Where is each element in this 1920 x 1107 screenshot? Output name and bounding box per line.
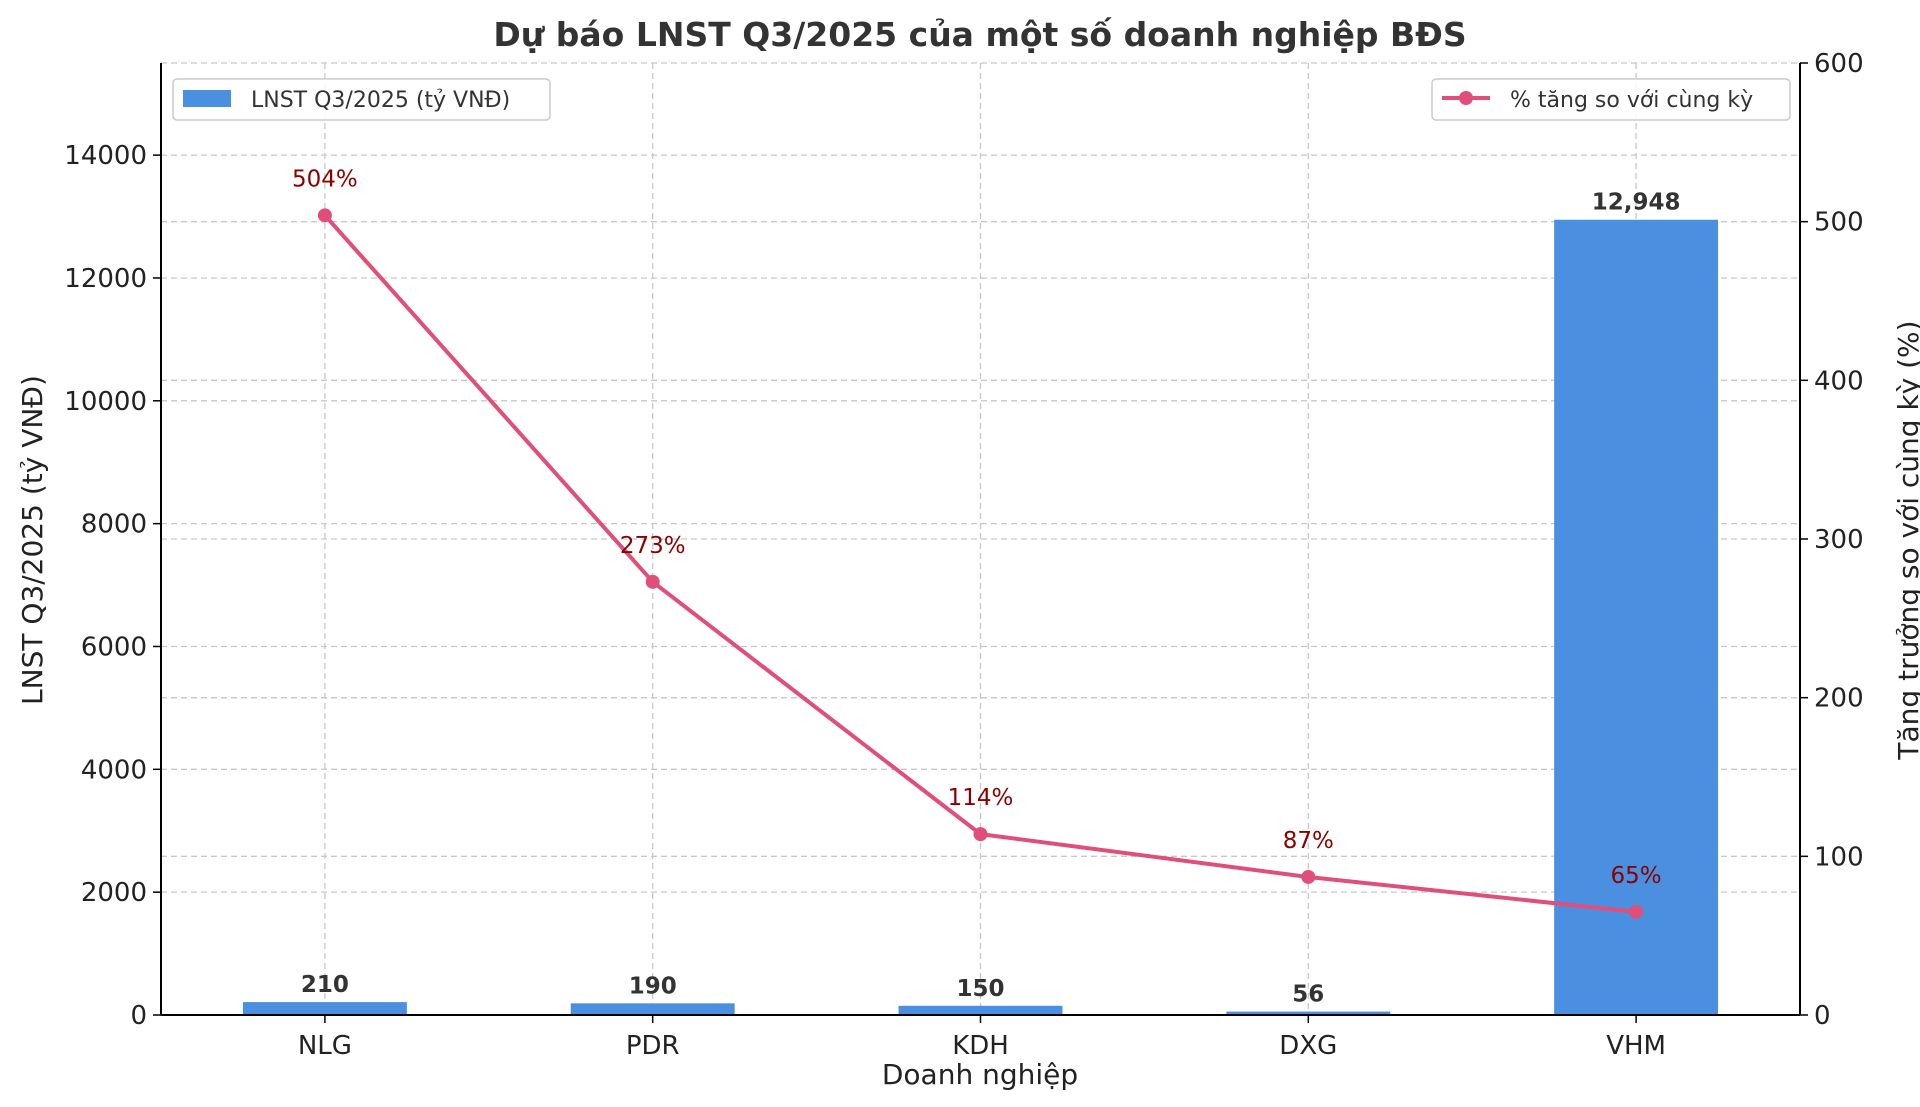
y2-tick-label: 500 xyxy=(1814,208,1864,238)
y2-tick-label: 600 xyxy=(1814,49,1864,79)
y2-tick-label: 300 xyxy=(1814,525,1864,555)
y2-axis-ticks: 0 100 200 300 400 500 600 xyxy=(1800,49,1864,1031)
y-tick-label: 2000 xyxy=(81,878,147,908)
bar-dxg xyxy=(1226,1011,1391,1015)
legend-line-frame xyxy=(1431,78,1791,121)
bar-label-dxg: 56 xyxy=(1292,982,1324,1008)
bar-labels: 210 190 150 56 12,948 xyxy=(301,190,1681,1008)
x-tick-label-nlg: NLG xyxy=(298,1031,352,1061)
legend-bar-label: LNST Q3/2025 (tỷ VNĐ) xyxy=(251,88,510,113)
line-point-dxg xyxy=(1301,869,1316,884)
legend-bar-swatch xyxy=(183,90,231,107)
y-axis-ticks: 0 2000 4000 6000 8000 10000 12000 14000 xyxy=(64,141,161,1031)
legend-bar: LNST Q3/2025 (tỷ VNĐ) xyxy=(172,78,551,121)
line-labels: 504% 273% 114% 87% 65% xyxy=(292,166,1662,889)
legend-line: % tăng so với cùng kỳ xyxy=(1431,78,1791,121)
y2-tick-label: 400 xyxy=(1814,366,1864,396)
y-tick-label: 4000 xyxy=(81,755,147,785)
bar-nlg xyxy=(242,1002,407,1015)
y2-tick-label: 200 xyxy=(1814,684,1864,714)
bar-series xyxy=(242,219,1719,1015)
line-label-pdr: 273% xyxy=(620,533,686,559)
y2-axis-label: Tăng trưởng so với cùng kỳ (%) xyxy=(1892,320,1920,760)
bar-label-pdr: 190 xyxy=(629,973,677,999)
y-tick-label: 8000 xyxy=(81,510,147,540)
line-label-dxg: 87% xyxy=(1283,828,1334,854)
line-series xyxy=(317,208,1644,919)
y-tick-label: 6000 xyxy=(81,632,147,662)
x-tick-label-kdh: KDH xyxy=(952,1031,1009,1061)
x-axis-ticks: NLG PDR KDH DXG VHM xyxy=(298,1015,1666,1061)
line-label-vhm: 65% xyxy=(1611,863,1662,889)
legend-line-marker xyxy=(1459,91,1473,105)
y-tick-label: 10000 xyxy=(64,387,147,417)
bar-label-nlg: 210 xyxy=(301,972,349,998)
y-axis-label: LNST Q3/2025 (tỷ VNĐ) xyxy=(16,375,49,705)
y2-tick-label: 0 xyxy=(1814,1001,1831,1031)
bar-pdr xyxy=(570,1003,735,1015)
bar-label-vhm: 12,948 xyxy=(1592,190,1681,216)
y-tick-label: 14000 xyxy=(64,141,147,171)
line-point-vhm xyxy=(1629,904,1644,919)
y-tick-label: 12000 xyxy=(64,264,147,294)
line-label-nlg: 504% xyxy=(292,166,358,192)
x-tick-label-dxg: DXG xyxy=(1279,1031,1337,1061)
x-tick-label-pdr: PDR xyxy=(626,1031,680,1061)
x-axis-label: Doanh nghiệp xyxy=(882,1058,1078,1091)
line-point-pdr xyxy=(645,574,660,589)
bar-label-kdh: 150 xyxy=(956,976,1004,1002)
y-tick-label: 0 xyxy=(130,1001,147,1031)
line-label-kdh: 114% xyxy=(948,785,1014,811)
bar-kdh xyxy=(898,1005,1063,1015)
legend-line-label: % tăng so với cùng kỳ xyxy=(1510,88,1753,113)
chart-title: Dự báo LNST Q3/2025 của một số doanh ngh… xyxy=(493,15,1466,54)
line-point-kdh xyxy=(973,827,988,842)
bar-vhm xyxy=(1554,219,1719,1015)
y2-tick-label: 100 xyxy=(1814,842,1864,872)
line-point-nlg xyxy=(317,208,332,223)
legend-bar-frame xyxy=(172,78,551,121)
x-tick-label-vhm: VHM xyxy=(1606,1031,1666,1061)
